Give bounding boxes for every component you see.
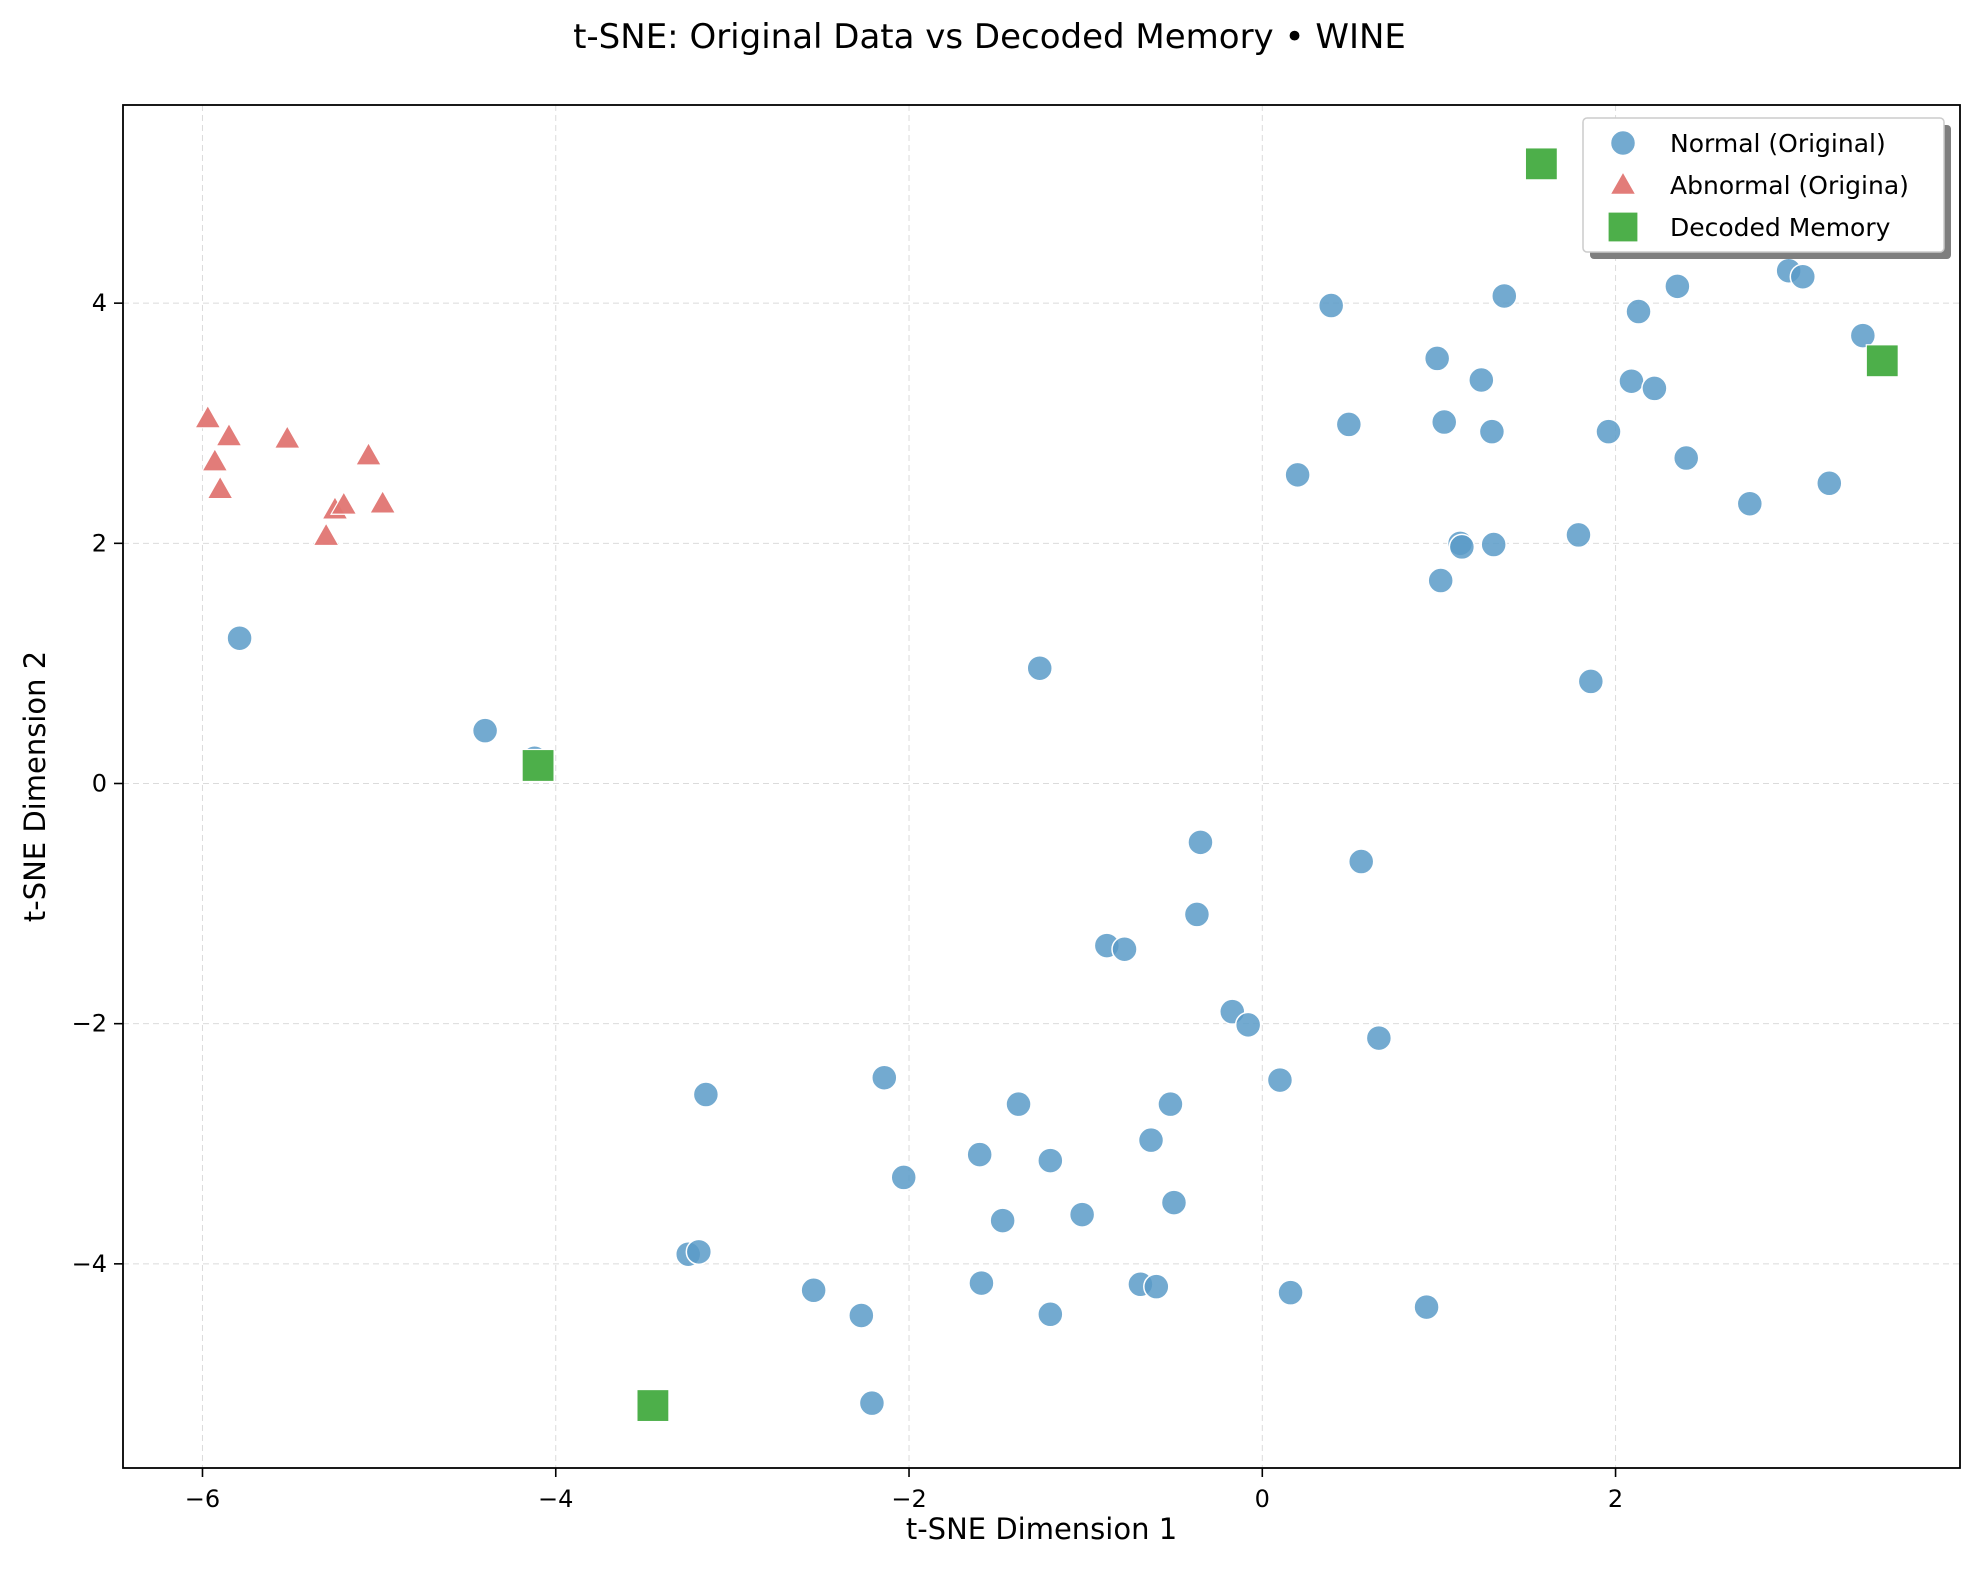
- data-point-circle: [1266, 1066, 1294, 1094]
- data-point-circle: [1468, 366, 1495, 394]
- data-point-circle: [1672, 444, 1700, 472]
- data-point-circle: [1157, 1090, 1184, 1118]
- data-point-triangle: [194, 404, 222, 429]
- x-axis-label: t-SNE Dimension 1: [906, 1512, 1177, 1546]
- data-point-circle: [1641, 375, 1668, 402]
- data-point-circle: [1430, 408, 1458, 436]
- x-tick-label: 2: [1608, 1485, 1623, 1513]
- legend-marker-square: [1607, 211, 1639, 243]
- data-point-circle: [1137, 1126, 1165, 1154]
- data-point-circle: [1317, 292, 1345, 319]
- x-tick-label: 0: [1255, 1485, 1270, 1513]
- data-point-square: [1865, 344, 1899, 378]
- data-point-circle: [1037, 1301, 1064, 1328]
- data-point-triangle: [215, 422, 243, 447]
- data-point-circle: [1347, 848, 1375, 875]
- chart-title: t-SNE: Original Data vs Decoded Memory •…: [573, 17, 1406, 57]
- series-square: [521, 147, 1899, 1423]
- data-point-circle: [1068, 1201, 1096, 1228]
- data-point-circle: [1577, 668, 1605, 695]
- data-point-circle: [1277, 1279, 1304, 1306]
- data-point-circle: [1664, 273, 1691, 300]
- legend-label: Abnormal (Origina): [1670, 171, 1909, 200]
- data-point-circle: [966, 1141, 993, 1168]
- data-point-circle: [858, 1389, 886, 1417]
- data-point-circle: [1111, 935, 1138, 963]
- x-tick-label: −6: [185, 1485, 220, 1513]
- data-point-triangle: [273, 424, 302, 449]
- data-point-square: [1524, 147, 1558, 181]
- data-point-triangle: [206, 475, 234, 500]
- axis-ticks: −6 −4 −2 0 2 −4 −2 0 2 4: [72, 289, 1624, 1513]
- data-point-circle: [1618, 367, 1645, 395]
- data-point-circle: [685, 1238, 713, 1266]
- data-point-circle: [968, 1269, 995, 1297]
- legend-label: Normal (Original): [1670, 129, 1886, 158]
- data-point-circle: [226, 624, 253, 652]
- data-point-circle: [1565, 521, 1592, 549]
- legend-items: Normal (Original) Abnormal (Origina) Decod…: [1607, 129, 1909, 243]
- grid-lines: [123, 105, 1960, 1468]
- data-point-circle: [1448, 533, 1476, 561]
- legend-marker-circle: [1609, 129, 1637, 157]
- x-tick-label: −2: [891, 1485, 926, 1513]
- data-point-square: [521, 748, 555, 783]
- data-point-circle: [1187, 829, 1214, 856]
- data-point-circle: [471, 717, 499, 744]
- data-point-circle: [1005, 1090, 1032, 1118]
- data-point-circle: [1816, 470, 1843, 497]
- data-point-triangle: [368, 489, 397, 514]
- data-point-triangle: [312, 521, 340, 547]
- data-point-circle: [1478, 418, 1506, 445]
- data-point-circle: [1183, 901, 1211, 928]
- data-point-circle: [1789, 263, 1817, 290]
- data-point-triangle: [354, 441, 383, 466]
- data-point-circle: [1365, 1024, 1393, 1052]
- legend: Normal (Original) Abnormal (Origina) Decod…: [1582, 117, 1951, 259]
- data-point-circle: [890, 1164, 917, 1191]
- data-point-circle: [1160, 1189, 1188, 1216]
- data-point-circle: [1026, 654, 1053, 682]
- data-point-circle: [1143, 1273, 1170, 1300]
- data-point-circle: [1736, 490, 1764, 517]
- data-point-circle: [989, 1207, 1016, 1234]
- data-point-circle: [1234, 1011, 1262, 1039]
- data-point-circle: [1335, 411, 1363, 438]
- data-point-circle: [1284, 461, 1311, 489]
- data-points: [194, 147, 1899, 1423]
- data-point-circle: [1413, 1293, 1440, 1321]
- data-point-circle: [848, 1302, 875, 1329]
- data-point-circle: [692, 1081, 720, 1108]
- data-point-circle: [871, 1064, 898, 1091]
- legend-label: Decoded Memory: [1670, 213, 1891, 242]
- data-point-circle: [1595, 418, 1622, 445]
- data-point-circle: [800, 1277, 827, 1304]
- data-point-circle: [1491, 282, 1518, 310]
- data-point-circle: [1849, 322, 1877, 349]
- data-point-triangle: [330, 490, 358, 515]
- y-tick-label: 0: [92, 769, 107, 797]
- series-circle: [226, 257, 1877, 1417]
- y-axis-label: t-SNE Dimension 2: [18, 651, 52, 922]
- y-tick-label: 2: [92, 529, 107, 557]
- data-point-circle: [1480, 531, 1507, 558]
- y-tick-label: 4: [92, 289, 107, 317]
- x-tick-label: −4: [538, 1485, 573, 1513]
- data-point-circle: [1423, 345, 1451, 372]
- legend-box: [1582, 117, 1945, 253]
- series-triangle: [194, 404, 397, 547]
- data-point-circle: [1037, 1147, 1064, 1174]
- data-point-circle: [1625, 298, 1652, 325]
- plot-frame: [122, 104, 1961, 1469]
- y-tick-label: −4: [72, 1250, 107, 1278]
- data-point-circle: [1427, 567, 1454, 594]
- y-tick-label: −2: [72, 1010, 107, 1038]
- data-point-square: [636, 1388, 670, 1423]
- legend-marker-triangle: [1609, 170, 1637, 195]
- data-point-triangle: [201, 447, 229, 472]
